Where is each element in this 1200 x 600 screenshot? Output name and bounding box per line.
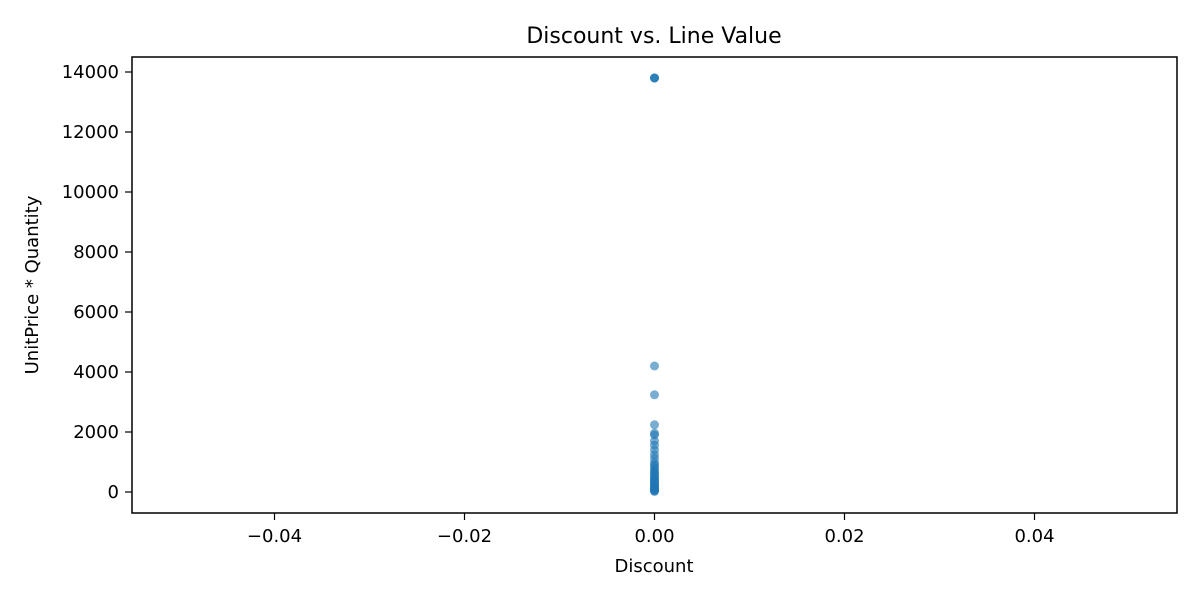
x-tick-label: −0.04 <box>247 526 302 547</box>
y-tick-label: 10000 <box>62 182 119 203</box>
x-tick-label: −0.02 <box>437 526 492 547</box>
y-axis-ticks: 0 2000 4000 6000 8000 10000 12000 14000 <box>62 62 132 503</box>
scatter-point <box>650 390 659 400</box>
scatter-point <box>650 420 659 430</box>
scatter-point <box>650 486 659 496</box>
y-tick-label: 0 <box>108 482 119 503</box>
chart-title: Discount vs. Line Value <box>526 24 781 49</box>
x-axis-label: Discount <box>614 556 693 577</box>
scatter-point <box>650 73 659 83</box>
y-tick-label: 6000 <box>73 302 119 323</box>
x-tick-label: 0.04 <box>1014 526 1054 547</box>
y-tick-label: 4000 <box>73 362 119 383</box>
y-tick-label: 14000 <box>62 62 119 83</box>
y-tick-label: 12000 <box>62 122 119 143</box>
x-tick-label: 0.02 <box>824 526 864 547</box>
plot-frame <box>131 56 1178 514</box>
x-axis-ticks: −0.04 −0.02 0.00 0.02 0.04 <box>247 513 1055 547</box>
points-layer <box>650 73 659 496</box>
scatter-point <box>650 361 659 371</box>
y-axis-label: UnitPrice * Quantity <box>22 195 43 374</box>
y-tick-label: 8000 <box>73 242 119 263</box>
y-tick-label: 2000 <box>73 422 119 443</box>
x-tick-label: 0.00 <box>634 526 674 547</box>
